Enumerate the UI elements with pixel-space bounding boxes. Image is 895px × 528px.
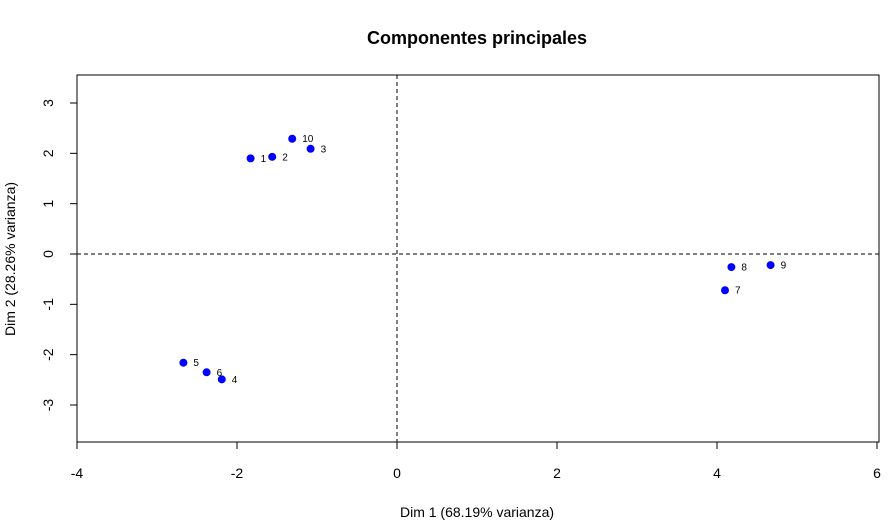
data-point-3	[306, 144, 315, 153]
point-label-6: 6	[217, 368, 223, 379]
y-tick-label: 2	[40, 149, 56, 157]
y-axis-label: Dim 2 (28.26% varianza)	[2, 182, 18, 336]
data-point-6	[202, 368, 211, 377]
x-tick-label: -4	[71, 465, 84, 481]
point-label-1: 1	[261, 154, 267, 165]
y-tick-label: 1	[40, 200, 56, 208]
data-point-7	[721, 286, 729, 295]
point-label-3: 3	[321, 144, 327, 155]
y-tick-label: -3	[40, 399, 56, 412]
point-label-9: 9	[781, 261, 787, 272]
point-label-7: 7	[735, 286, 741, 297]
x-axis: -4 -2 0 2 4 6	[71, 441, 881, 481]
x-axis-label: Dim 1 (68.19% varianza)	[400, 504, 554, 520]
y-tick-label: 3	[40, 99, 56, 107]
y-tick-label: -2	[40, 348, 56, 361]
data-point-5	[179, 358, 188, 367]
x-tick-label: 0	[393, 465, 401, 481]
data-point-10	[288, 134, 297, 143]
reference-lines	[77, 75, 879, 442]
y-axis: -3 -2 -1 0 1 2 3	[40, 99, 78, 412]
data-point-4	[217, 375, 226, 384]
y-tick-label: 0	[40, 250, 56, 258]
chart-title: Componentes principales	[367, 28, 587, 48]
x-tick-label: 4	[713, 465, 721, 481]
x-tick-label: 2	[553, 465, 561, 481]
point-label-10: 10	[302, 134, 314, 145]
plot-frame	[76, 74, 880, 443]
point-label-5: 5	[193, 358, 199, 369]
data-point-8	[727, 263, 736, 272]
data-point-1	[246, 154, 255, 163]
data-point-9	[766, 261, 775, 270]
data-points: 1 2 3 4 5 6 7 8 9 10	[179, 134, 787, 386]
x-tick-label: 6	[873, 465, 881, 481]
x-tick-label: -2	[231, 465, 244, 481]
y-tick-label: -1	[40, 298, 56, 311]
point-label-4: 4	[232, 375, 238, 386]
point-label-8: 8	[741, 263, 747, 274]
data-point-2	[268, 152, 277, 161]
point-label-2: 2	[282, 152, 288, 163]
